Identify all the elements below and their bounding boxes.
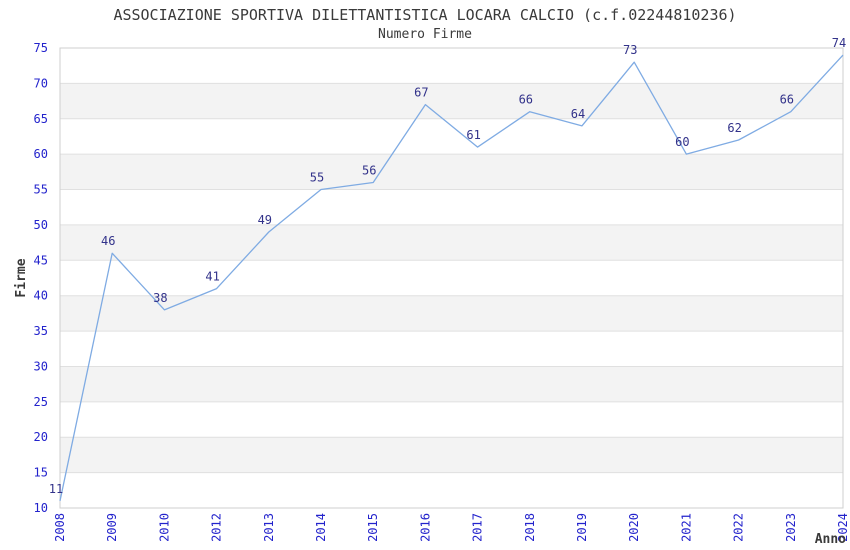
- data-label: 67: [414, 86, 428, 100]
- data-line: [59, 54, 844, 502]
- x-axis-tick-label: 2008: [53, 513, 67, 542]
- data-label: 38: [153, 291, 167, 305]
- y-axis-tick-label: 60: [34, 147, 48, 161]
- x-axis-tick-label: 2010: [157, 513, 171, 542]
- background-band: [60, 366, 843, 402]
- background-band: [60, 295, 843, 332]
- y-axis-tick-label: 55: [34, 183, 48, 197]
- y-axis-tick-label: 50: [34, 218, 48, 232]
- data-label: 46: [101, 234, 115, 248]
- x-axis-tick-label: 2017: [471, 513, 485, 542]
- y-axis-tick-label: 75: [34, 41, 48, 55]
- background-band: [60, 437, 843, 473]
- data-label: 64: [571, 107, 585, 121]
- x-axis-title: Anno: [815, 532, 846, 547]
- data-label: 41: [205, 270, 219, 284]
- y-axis-tick-label: 30: [34, 359, 48, 373]
- plot-border: [59, 47, 844, 509]
- data-label: 55: [310, 171, 324, 185]
- background-band: [60, 224, 843, 261]
- x-axis-tick-label: 2022: [732, 513, 746, 542]
- x-axis-tick-label: 2016: [418, 513, 432, 542]
- background-band: [60, 83, 843, 119]
- y-axis-tick-label: 20: [34, 430, 48, 444]
- y-axis-tick-label: 15: [34, 466, 48, 480]
- data-label: 62: [727, 121, 741, 135]
- chart-title: ASSOCIAZIONE SPORTIVA DILETTANTISTICA LO…: [113, 6, 737, 24]
- y-axis-title: Firme: [14, 258, 29, 297]
- data-label: 66: [519, 93, 533, 107]
- data-label: 74: [832, 36, 846, 50]
- background-band: [60, 154, 843, 190]
- y-axis-tick-label: 70: [34, 76, 48, 90]
- y-axis-tick-label: 25: [34, 395, 48, 409]
- data-label: 11: [49, 482, 63, 496]
- x-axis-tick-label: 2009: [105, 513, 119, 542]
- data-label: 60: [675, 135, 689, 149]
- data-label: 66: [780, 93, 794, 107]
- x-axis-tick-label: 2013: [262, 513, 276, 542]
- data-label: 49: [258, 213, 272, 227]
- x-axis-tick-label: 2019: [575, 513, 589, 542]
- y-axis-tick-label: 40: [34, 289, 48, 303]
- y-axis-tick-label: 35: [34, 324, 48, 338]
- x-axis-tick-label: 2018: [523, 513, 537, 542]
- x-axis-tick-label: 2012: [210, 513, 224, 542]
- x-axis-tick-label: 2015: [366, 513, 380, 542]
- y-axis-tick-label: 45: [34, 253, 48, 267]
- x-axis-tick-label: 2024: [836, 513, 850, 542]
- y-axis-tick-label: 65: [34, 112, 48, 126]
- data-label: 56: [362, 163, 376, 177]
- data-label: 73: [623, 43, 637, 57]
- x-axis-tick-label: 2020: [627, 513, 641, 542]
- x-axis-tick-label: 2014: [314, 513, 328, 542]
- x-axis-tick-label: 2023: [784, 513, 798, 542]
- data-label: 61: [466, 128, 480, 142]
- x-axis-tick-label: 2021: [679, 513, 693, 542]
- chart-subtitle: Numero Firme: [378, 27, 472, 42]
- y-axis-tick-label: 10: [34, 501, 48, 515]
